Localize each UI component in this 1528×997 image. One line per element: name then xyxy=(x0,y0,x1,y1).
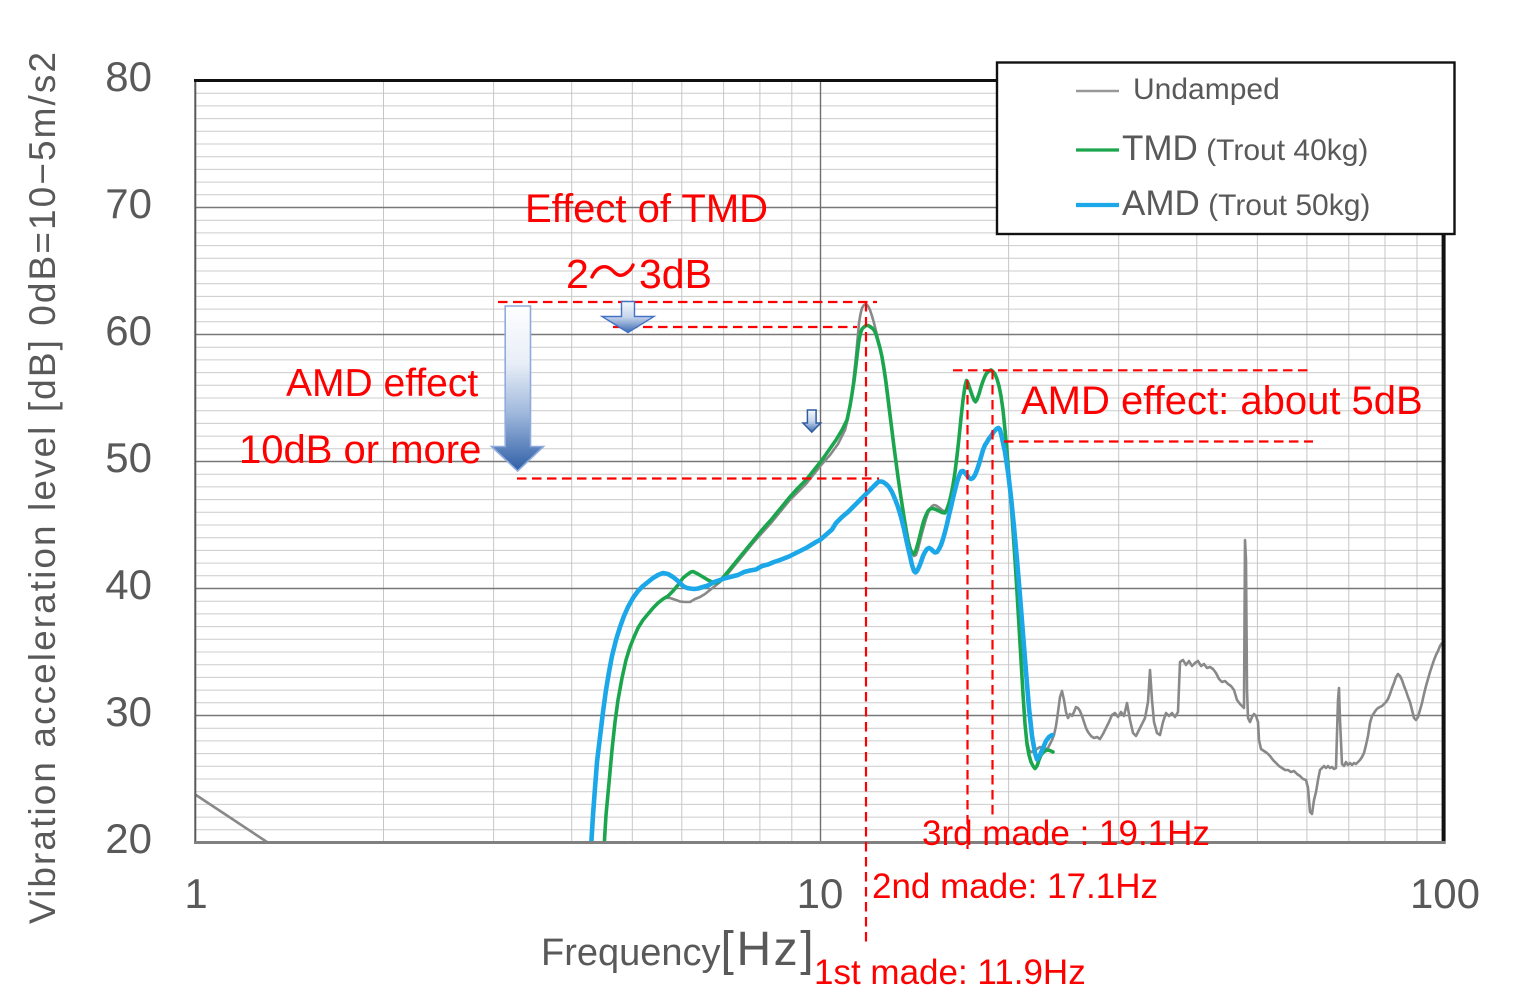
svg-text:AMD effect: about 5dB: AMD effect: about 5dB xyxy=(1021,379,1423,423)
svg-text:Effect of TMD: Effect of TMD xyxy=(525,187,768,231)
svg-text:1: 1 xyxy=(184,870,207,917)
svg-text:20: 20 xyxy=(105,815,152,862)
svg-text:Undamped: Undamped xyxy=(1133,73,1280,106)
svg-text:10dB or more: 10dB or more xyxy=(239,428,481,472)
svg-text:50: 50 xyxy=(105,434,152,481)
svg-text:80: 80 xyxy=(105,53,152,100)
svg-text:30: 30 xyxy=(105,688,152,735)
svg-text:TMD (Trout 40kg): TMD (Trout 40kg) xyxy=(1122,129,1368,168)
svg-text:2nd made: 17.1Hz: 2nd made: 17.1Hz xyxy=(872,867,1158,906)
svg-text:100: 100 xyxy=(1410,870,1480,917)
svg-text:AMD (Trout 50kg): AMD (Trout 50kg) xyxy=(1122,184,1370,223)
svg-text:3rd made : 19.1Hz: 3rd made : 19.1Hz xyxy=(922,814,1210,853)
svg-text:1st made: 11.9Hz: 1st made: 11.9Hz xyxy=(814,953,1086,992)
svg-text:2: 2 xyxy=(566,251,589,297)
svg-text:70: 70 xyxy=(105,180,152,227)
svg-text:3dB: 3dB xyxy=(639,251,712,297)
svg-text:10: 10 xyxy=(797,870,844,917)
svg-text:60: 60 xyxy=(105,307,152,354)
svg-text:Vibration acceleration level [: Vibration acceleration level [dB] 0dB=10… xyxy=(22,52,63,924)
svg-text:AMD effect: AMD effect xyxy=(286,362,478,405)
svg-text:40: 40 xyxy=(105,561,152,608)
